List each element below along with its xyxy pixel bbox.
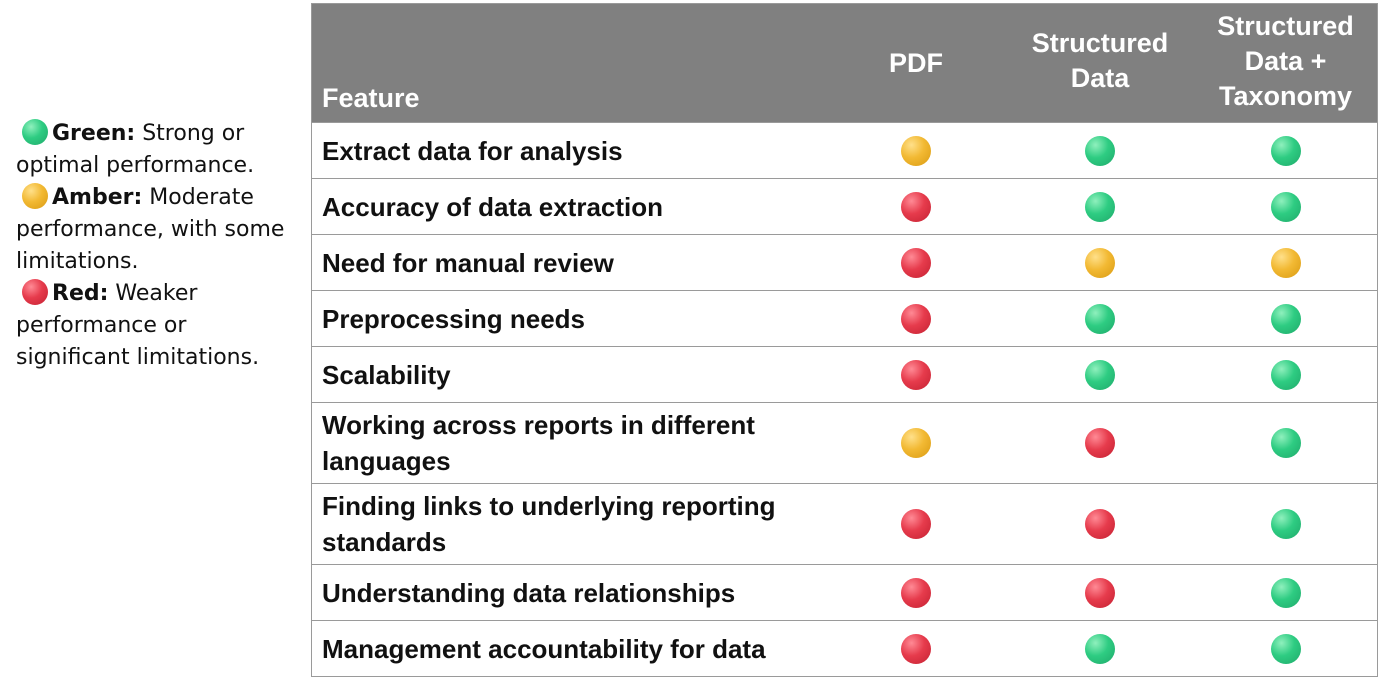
amber-status-icon — [22, 183, 48, 209]
rating-cell — [826, 179, 1006, 234]
rating-cell — [1006, 179, 1194, 234]
rating-cell — [1194, 484, 1377, 564]
green-status-icon — [22, 119, 48, 145]
table-row: Scalability — [312, 346, 1377, 402]
green-status-icon — [1270, 191, 1301, 222]
legend: Green: Strong or optimal performance. Am… — [16, 118, 296, 374]
legend-label: Green: — [52, 121, 136, 146]
green-status-icon — [1085, 135, 1115, 166]
red-status-icon — [901, 191, 931, 222]
green-status-icon — [1270, 359, 1301, 390]
legend-label: Red: — [52, 281, 109, 306]
legend-entry-amber: Amber: Moderate performance, with some l… — [16, 182, 296, 278]
green-status-icon — [1085, 303, 1115, 334]
red-status-icon — [1085, 577, 1115, 608]
feature-cell: Scalability — [322, 359, 451, 390]
amber-status-icon — [901, 428, 931, 458]
green-status-icon — [1270, 633, 1301, 664]
rating-cell — [1194, 179, 1377, 234]
red-status-icon — [22, 279, 48, 305]
table-row: Working across reports in different lang… — [312, 402, 1377, 483]
green-status-icon — [1270, 577, 1301, 608]
rating-cell — [826, 621, 1006, 676]
rating-cell — [1194, 123, 1377, 178]
rating-cell — [1006, 235, 1194, 290]
red-status-icon — [901, 509, 931, 539]
table-row: Understanding data relationships — [312, 564, 1377, 620]
red-status-icon — [901, 247, 931, 278]
red-status-icon — [1085, 509, 1115, 539]
table-row: Management accountability for data — [312, 620, 1377, 676]
rating-cell — [1194, 621, 1377, 676]
rating-cell — [1006, 484, 1194, 564]
green-status-icon — [1270, 509, 1301, 539]
rating-cell — [826, 347, 1006, 402]
rating-cell — [1194, 347, 1377, 402]
table-row: Preprocessing needs — [312, 290, 1377, 346]
rating-cell — [1194, 565, 1377, 620]
amber-status-icon — [901, 135, 931, 166]
green-status-icon — [1085, 191, 1115, 222]
feature-cell: Understanding data relationships — [322, 577, 736, 608]
legend-text: Moderate performance, with some limitati… — [16, 185, 285, 274]
comparison-table: Feature PDF Structured Data Structured D… — [311, 3, 1378, 677]
green-status-icon — [1085, 359, 1115, 390]
rating-cell — [826, 235, 1006, 290]
legend-text: Weaker performance or significant limita… — [16, 281, 260, 370]
feature-cell: Accuracy of data extraction — [322, 191, 664, 222]
legend-label: Amber: — [52, 185, 143, 210]
feature-cell: Management accountability for data — [322, 633, 766, 664]
green-status-icon — [1085, 633, 1115, 664]
rating-cell — [1006, 347, 1194, 402]
rating-cell — [826, 565, 1006, 620]
legend-entry-green: Green: Strong or optimal performance. — [16, 118, 296, 182]
rating-cell — [1194, 235, 1377, 290]
rating-cell — [1006, 403, 1194, 483]
rating-cell — [826, 291, 1006, 346]
red-status-icon — [901, 303, 931, 334]
red-status-icon — [1085, 428, 1115, 458]
legend-entry-red: Red: Weaker performance or significant l… — [16, 278, 296, 374]
column-header-structured-data-taxonomy: Structured Data + Taxonomy — [1217, 11, 1354, 111]
rating-cell — [826, 123, 1006, 178]
rating-cell — [1006, 123, 1194, 178]
table-row: Need for manual review — [312, 234, 1377, 290]
feature-cell: Working across reports in different lang… — [322, 410, 755, 476]
rating-cell — [826, 484, 1006, 564]
green-status-icon — [1270, 135, 1301, 166]
feature-cell: Need for manual review — [322, 247, 614, 278]
table-header: Feature PDF Structured Data Structured D… — [312, 4, 1377, 122]
rating-cell — [1194, 291, 1377, 346]
feature-cell: Extract data for analysis — [322, 135, 623, 166]
table-row: Accuracy of data extraction — [312, 178, 1377, 234]
green-status-icon — [1270, 303, 1301, 334]
amber-status-icon — [1270, 247, 1301, 278]
column-header-pdf: PDF — [889, 48, 943, 78]
column-header-structured-data: Structured Data — [1031, 28, 1169, 93]
red-status-icon — [901, 359, 931, 390]
column-header-feature: Feature — [322, 83, 420, 113]
table-row: Extract data for analysis — [312, 122, 1377, 178]
amber-status-icon — [1085, 247, 1115, 278]
rating-cell — [1194, 403, 1377, 483]
legend-text: Strong or optimal performance. — [16, 121, 255, 178]
rating-cell — [826, 403, 1006, 483]
green-status-icon — [1270, 428, 1301, 458]
table-row: Finding links to underlying reporting st… — [312, 483, 1377, 564]
rating-cell — [1006, 291, 1194, 346]
feature-cell: Preprocessing needs — [322, 303, 585, 334]
red-status-icon — [901, 577, 931, 608]
feature-cell: Finding links to underlying reporting st… — [322, 491, 776, 557]
table-body: Extract data for analysis Accuracy of dat… — [312, 122, 1377, 676]
red-status-icon — [901, 633, 931, 664]
rating-cell — [1006, 621, 1194, 676]
rating-cell — [1006, 565, 1194, 620]
